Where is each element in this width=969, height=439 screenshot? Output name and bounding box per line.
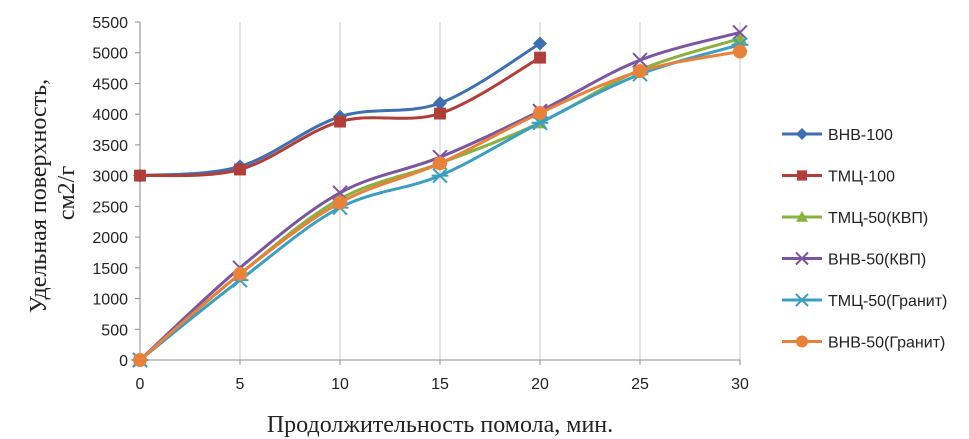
y-tick-label: 3000 bbox=[92, 169, 128, 186]
y-tick-label: 4000 bbox=[92, 107, 128, 124]
legend-label: ВНВ-50(Гранит) bbox=[828, 335, 945, 352]
data-point-square bbox=[334, 115, 346, 128]
x-tick-label: 15 bbox=[431, 376, 449, 393]
data-point-circle bbox=[633, 64, 647, 79]
data-point-circle bbox=[533, 105, 547, 120]
y-axis-title-line-2: см2/г bbox=[54, 166, 80, 221]
data-point-square bbox=[434, 107, 446, 120]
series-lines bbox=[131, 24, 749, 368]
legend-marker bbox=[796, 170, 808, 181]
legend-marker bbox=[796, 128, 808, 140]
legend-label: ВНВ-100 bbox=[828, 127, 893, 144]
x-tick-labels: 0 5 10 15 20 25 30 bbox=[136, 376, 749, 393]
axes bbox=[135, 21, 741, 365]
data-point-circle bbox=[733, 44, 747, 59]
y-tick-label: 2500 bbox=[92, 199, 128, 216]
x-tick-label: 0 bbox=[136, 376, 145, 393]
legend-item: ВНВ-100 bbox=[782, 127, 893, 144]
data-point-diamond bbox=[533, 36, 547, 51]
legend-item: ТМЦ-50(Гранит) bbox=[782, 293, 947, 310]
legend-item: ТМЦ-50(КВП) bbox=[782, 210, 928, 227]
legend-marker bbox=[795, 251, 809, 266]
x-tick-label: 20 bbox=[531, 376, 549, 393]
data-point-square bbox=[134, 169, 146, 182]
x-axis-title: Продолжительность помола, мин. bbox=[267, 412, 613, 438]
y-tick-label: 4500 bbox=[92, 76, 128, 93]
legend-marker bbox=[796, 211, 808, 222]
legend-item: ТМЦ-100 bbox=[782, 169, 895, 186]
gridlines bbox=[239, 22, 741, 360]
y-tick-label: 1500 bbox=[92, 261, 128, 278]
series-2 bbox=[134, 51, 546, 182]
data-point-x bbox=[732, 24, 748, 41]
y-tick-label: 500 bbox=[101, 322, 128, 339]
y-tick-label: 5000 bbox=[92, 46, 128, 63]
y-axis-title: Удельная поверхность, см2/г bbox=[26, 73, 80, 313]
y-tick-labels: 0 500 1000 1500 2000 2500 3000 3500 4000 4500 5000… bbox=[92, 15, 128, 370]
y-axis-title-line-1: Удельная поверхность, bbox=[26, 79, 52, 313]
x-tick-label: 10 bbox=[331, 376, 349, 393]
legend-label: ТМЦ-50(Гранит) bbox=[828, 293, 947, 310]
data-point-circle bbox=[233, 266, 247, 281]
legend-item: ВНВ-50(КВП) bbox=[782, 252, 926, 269]
data-point-circle bbox=[333, 195, 347, 210]
legend-marker bbox=[796, 335, 808, 348]
legend-marker bbox=[794, 293, 810, 307]
y-tick-label: 1000 bbox=[92, 292, 128, 309]
data-point-circle bbox=[133, 353, 147, 367]
legend-item: ВНВ-50(Гранит) bbox=[782, 335, 945, 352]
x-tick-label: 30 bbox=[731, 376, 749, 393]
legend-label: ТМЦ-50(КВП) bbox=[828, 210, 928, 227]
series-6 bbox=[133, 44, 747, 367]
y-tick-label: 2000 bbox=[92, 230, 128, 247]
legend: ВНВ-100 ТМЦ-100 ТМЦ-50(КВП) ВНВ-50(КВП) ТМЦ-… bbox=[782, 127, 947, 352]
x-tick-label: 25 bbox=[631, 376, 649, 393]
legend-label: ТМЦ-100 bbox=[828, 169, 895, 186]
data-point-diamond bbox=[433, 96, 447, 111]
y-tick-label: 5500 bbox=[92, 15, 128, 32]
y-tick-label: 0 bbox=[119, 353, 128, 370]
data-point-circle bbox=[433, 156, 447, 171]
data-point-square bbox=[534, 51, 546, 64]
legend-label: ВНВ-50(КВП) bbox=[828, 252, 926, 269]
data-point-asterisk bbox=[431, 167, 449, 184]
y-tick-label: 3500 bbox=[92, 138, 128, 155]
x-tick-label: 5 bbox=[236, 376, 245, 393]
data-point-x bbox=[632, 52, 648, 68]
data-point-square bbox=[234, 163, 246, 176]
